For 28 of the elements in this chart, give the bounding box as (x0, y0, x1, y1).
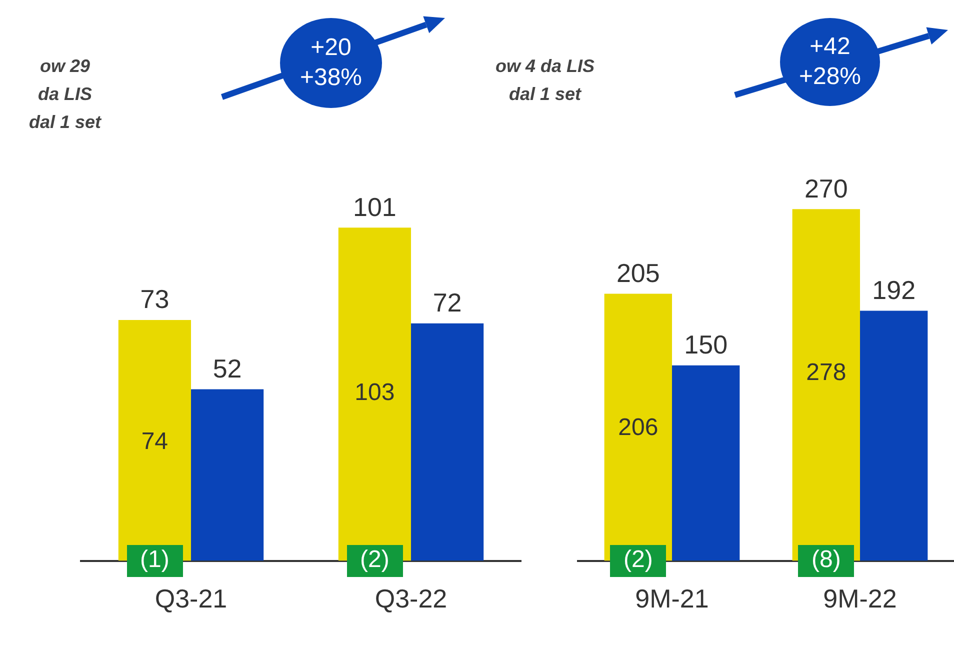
text: +42 +28% (780, 18, 880, 106)
bar (411, 323, 484, 561)
text: ow 29 da LIS dal 1 set (28, 55, 102, 134)
data-label: 52 (212, 353, 242, 384)
annotation: (2) (610, 544, 666, 577)
data-label: 205 (616, 258, 660, 288)
data-label: 72 (432, 287, 462, 318)
bar (860, 310, 928, 561)
data-label: 192 (872, 274, 916, 305)
data-label: 101 (353, 192, 396, 222)
x-tick-label: Q3-22 (374, 584, 448, 614)
bar (191, 389, 264, 561)
x-tick-label: 9M-22 (823, 584, 897, 614)
annotation: (1) (126, 544, 183, 577)
annotation: (8) (798, 544, 854, 577)
annotation: 278 (806, 359, 846, 388)
data-label: 73 (140, 284, 170, 314)
data-label: 150 (684, 330, 728, 360)
bar (672, 365, 740, 561)
data-label: 270 (804, 173, 848, 204)
annotation: 206 (618, 414, 658, 442)
annotation: 74 (141, 428, 168, 456)
annotation: 103 (354, 378, 395, 407)
x-tick-label: 9M-21 (635, 584, 709, 614)
annotation: (2) (346, 544, 403, 577)
text: +20 +38% (280, 18, 382, 108)
text: ow 4 da LIS dal 1 set (494, 55, 596, 106)
x-tick-label: Q3-21 (154, 584, 228, 614)
